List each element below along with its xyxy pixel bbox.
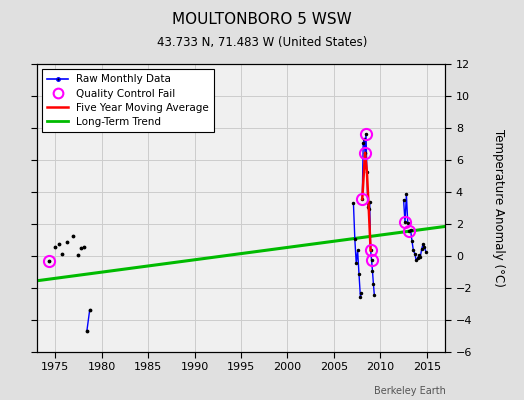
- Legend: Raw Monthly Data, Quality Control Fail, Five Year Moving Average, Long-Term Tren: Raw Monthly Data, Quality Control Fail, …: [42, 69, 214, 132]
- Text: 43.733 N, 71.483 W (United States): 43.733 N, 71.483 W (United States): [157, 36, 367, 49]
- Text: MOULTONBORO 5 WSW: MOULTONBORO 5 WSW: [172, 12, 352, 27]
- Text: Berkeley Earth: Berkeley Earth: [374, 386, 445, 396]
- Y-axis label: Temperature Anomaly (°C): Temperature Anomaly (°C): [492, 129, 505, 287]
